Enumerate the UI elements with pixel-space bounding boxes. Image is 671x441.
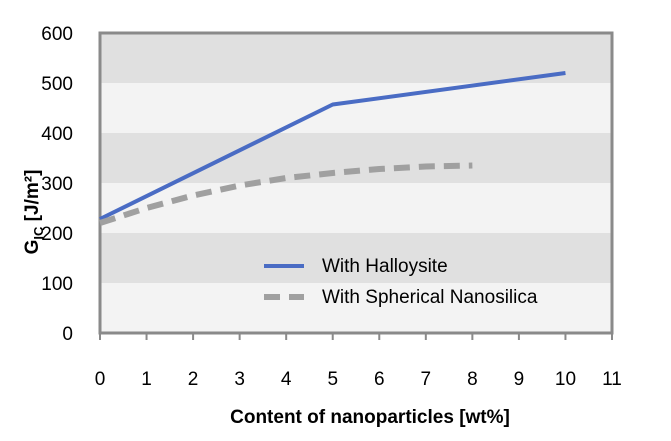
x-tick-label: 9 <box>514 369 525 390</box>
x-axis-title: Content of nanoparticles [wt%] <box>230 407 510 428</box>
y-tick-label: 400 <box>41 124 73 145</box>
x-tick-label: 3 <box>234 369 245 390</box>
y-tick-label: 100 <box>41 274 73 295</box>
x-axis-ticks: 0 1 2 3 4 5 6 7 8 9 10 11 <box>95 333 622 390</box>
grid-band <box>100 33 612 83</box>
y-axis-title-unit: [J/m²] <box>22 170 43 227</box>
x-tick-label: 8 <box>467 369 478 390</box>
series-line-nanosilica <box>99 162 473 226</box>
x-tick-label: 4 <box>281 369 292 390</box>
plot-frame <box>98 31 614 335</box>
grid-band <box>100 133 612 183</box>
y-axis-ticks: 0 100 200 300 400 500 600 <box>41 24 73 345</box>
legend-label: With Halloysite <box>322 256 448 277</box>
y-tick-label: 600 <box>41 24 73 45</box>
grid-band <box>100 83 612 133</box>
grid-band <box>100 233 612 283</box>
legend: With Halloysite With Spherical Nanosilica <box>264 256 538 308</box>
x-tick-label: 2 <box>188 369 199 390</box>
y-axis-title-main: G <box>22 240 43 255</box>
series-line-halloysite <box>99 71 566 221</box>
series-group <box>99 71 566 226</box>
x-tick-label: 1 <box>141 369 152 390</box>
x-tick-label: 10 <box>555 369 576 390</box>
grid-band <box>100 283 612 333</box>
y-tick-label: 200 <box>41 224 73 245</box>
x-tick-label: 7 <box>421 369 432 390</box>
plot-border <box>98 31 614 335</box>
x-tick-label: 5 <box>327 369 338 390</box>
x-tick-label: 11 <box>602 369 622 390</box>
grid-band <box>100 183 612 233</box>
y-axis-title-sub: IC <box>31 226 46 240</box>
y-axis-title: GIC [J/m²] <box>22 170 46 255</box>
x-tick-label: 6 <box>374 369 385 390</box>
background-bands <box>100 33 612 333</box>
y-tick-label: 300 <box>41 174 73 195</box>
legend-label: With Spherical Nanosilica <box>322 287 538 308</box>
y-tick-label: 500 <box>41 74 73 95</box>
y-tick-label: 0 <box>62 324 73 345</box>
x-tick-label: 0 <box>95 369 106 390</box>
